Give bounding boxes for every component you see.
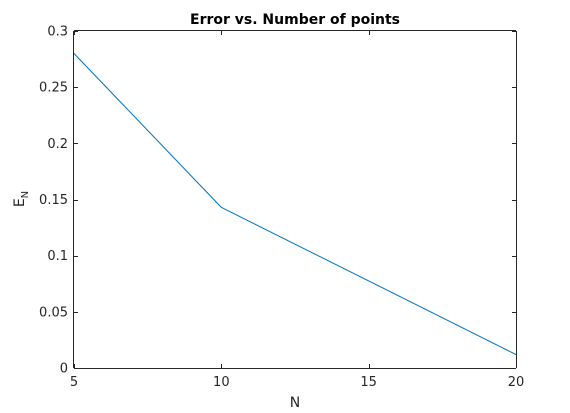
- x-tick-label: 10: [213, 375, 230, 390]
- y-tick-label: 0: [60, 362, 68, 377]
- x-tick-label: 15: [360, 375, 377, 390]
- y-axis-label-main: E: [12, 198, 28, 207]
- x-axis-label: N: [290, 395, 300, 411]
- y-axis-label-subscript: N: [20, 191, 31, 198]
- plot-area: [74, 31, 516, 368]
- y-tick-label: 0.15: [39, 193, 68, 208]
- chart-title: Error vs. Number of points: [190, 12, 400, 28]
- y-tick-label: 0.1: [47, 249, 68, 264]
- y-tick-label: 0.25: [39, 81, 68, 96]
- y-tick-label: 0.3: [47, 25, 68, 40]
- x-tick-label: 5: [70, 375, 78, 390]
- y-tick-label: 0.2: [47, 137, 68, 152]
- x-tick-label: 20: [508, 375, 525, 390]
- y-axis-label: EN: [12, 191, 31, 207]
- data-layer: [73, 52, 517, 356]
- series-line-1: [73, 52, 517, 356]
- y-tick-label: 0.05: [39, 305, 68, 320]
- ticks-layer: 5 10 15 20 0 0.05 0.1 0.15 0.2 0.25 0.3: [39, 25, 524, 391]
- axes-layer: [73, 30, 517, 369]
